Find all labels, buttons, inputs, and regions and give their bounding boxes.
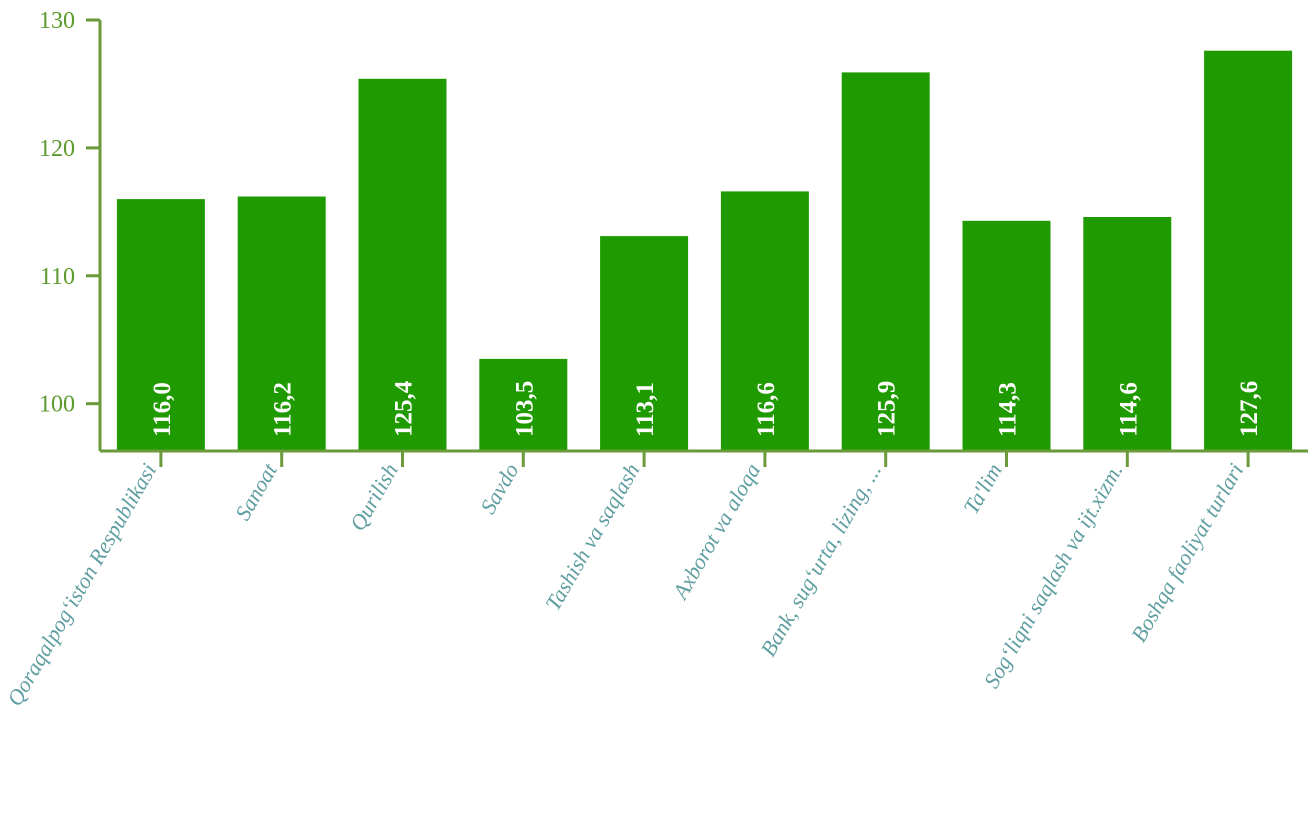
x-category-label: Sanoat [230, 458, 283, 524]
bar [358, 78, 447, 452]
x-category-label: Qurilish [344, 459, 402, 535]
x-category-label: Tashish va saqlash [540, 459, 644, 615]
bar-data-label: 127,6 [1236, 381, 1263, 437]
bar-data-label: 114,6 [1115, 382, 1142, 437]
axes-group [98, 20, 1308, 453]
x-category-label: Qoraqalpog‘iston Respublikasi [2, 459, 161, 710]
x-category-label: Boshqa faoliyat turlari [1126, 459, 1248, 646]
bar-data-label: 125,4 [391, 380, 418, 437]
y-tick-label: 110 [40, 264, 75, 290]
bar-data-label: 125,9 [874, 381, 901, 437]
bar [841, 72, 930, 452]
bar [237, 196, 326, 451]
bar [1204, 50, 1293, 451]
y-tick-label: 100 [39, 392, 75, 418]
bar [720, 191, 809, 451]
x-category-label: Savdo [475, 459, 524, 518]
bar [116, 199, 205, 451]
bar [600, 236, 689, 451]
bar [962, 220, 1051, 451]
bar-data-label: 116,2 [270, 382, 297, 437]
x-category-label: Axborot va aloqa [667, 459, 766, 605]
bar-data-label: 103,5 [511, 381, 538, 437]
x-axis-category-labels: Qoraqalpog‘iston Respublikasi Sanoat Quril… [2, 451, 1250, 710]
bar-data-label: 116,0 [149, 382, 176, 437]
bars-group: 116,0 116,2 125,4 103,5 113,1 116,6 125,9 114,3… [116, 50, 1293, 452]
bar-data-label: 113,1 [632, 382, 659, 437]
x-category-label: Sog‘liqni saqlash va ijt.xizm. [979, 459, 1128, 692]
y-axis-ticks: 100 110 120 130 [39, 8, 100, 418]
y-tick-label: 130 [39, 8, 75, 34]
x-category-label: Ta'lim [958, 459, 1007, 518]
y-tick-label: 120 [39, 136, 75, 162]
bar [479, 358, 568, 451]
bar-data-label: 116,6 [753, 382, 780, 437]
bar [1083, 217, 1172, 451]
bar-data-label: 114,3 [995, 382, 1022, 437]
x-category-label: Bank, sug‘urta, lizing, ... [755, 459, 886, 660]
